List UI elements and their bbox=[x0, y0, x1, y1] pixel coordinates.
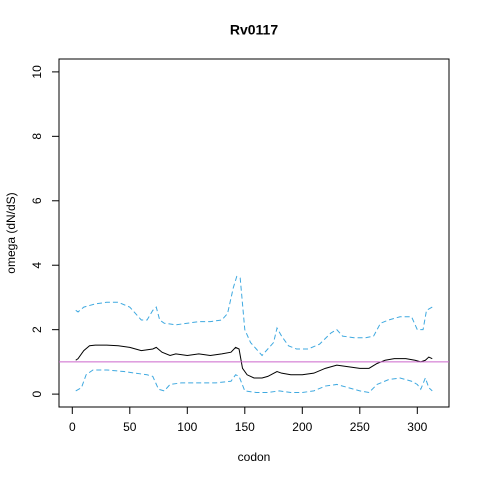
y-tick-label: 10 bbox=[30, 65, 44, 79]
y-tick-label: 6 bbox=[30, 197, 44, 204]
x-tick-label: 200 bbox=[292, 420, 312, 434]
x-tick-label: 0 bbox=[69, 420, 76, 434]
y-axis-label: omega (dN/dS) bbox=[4, 192, 18, 273]
y-tick-label: 8 bbox=[30, 133, 44, 140]
x-tick-label: 300 bbox=[407, 420, 427, 434]
plot-box bbox=[58, 58, 450, 408]
series-line bbox=[75, 369, 433, 394]
x-axis-label: codon bbox=[238, 450, 271, 464]
y-tick-label: 0 bbox=[30, 390, 44, 397]
y-tick-label: 2 bbox=[30, 326, 44, 333]
y-tick-label: 4 bbox=[30, 262, 44, 269]
x-tick-label: 150 bbox=[235, 420, 255, 434]
x-tick-label: 50 bbox=[123, 420, 137, 434]
chart-title: Rv0117 bbox=[230, 22, 278, 38]
x-tick-label: 100 bbox=[177, 420, 197, 434]
series-line bbox=[75, 275, 433, 357]
x-tick-label: 250 bbox=[350, 420, 370, 434]
